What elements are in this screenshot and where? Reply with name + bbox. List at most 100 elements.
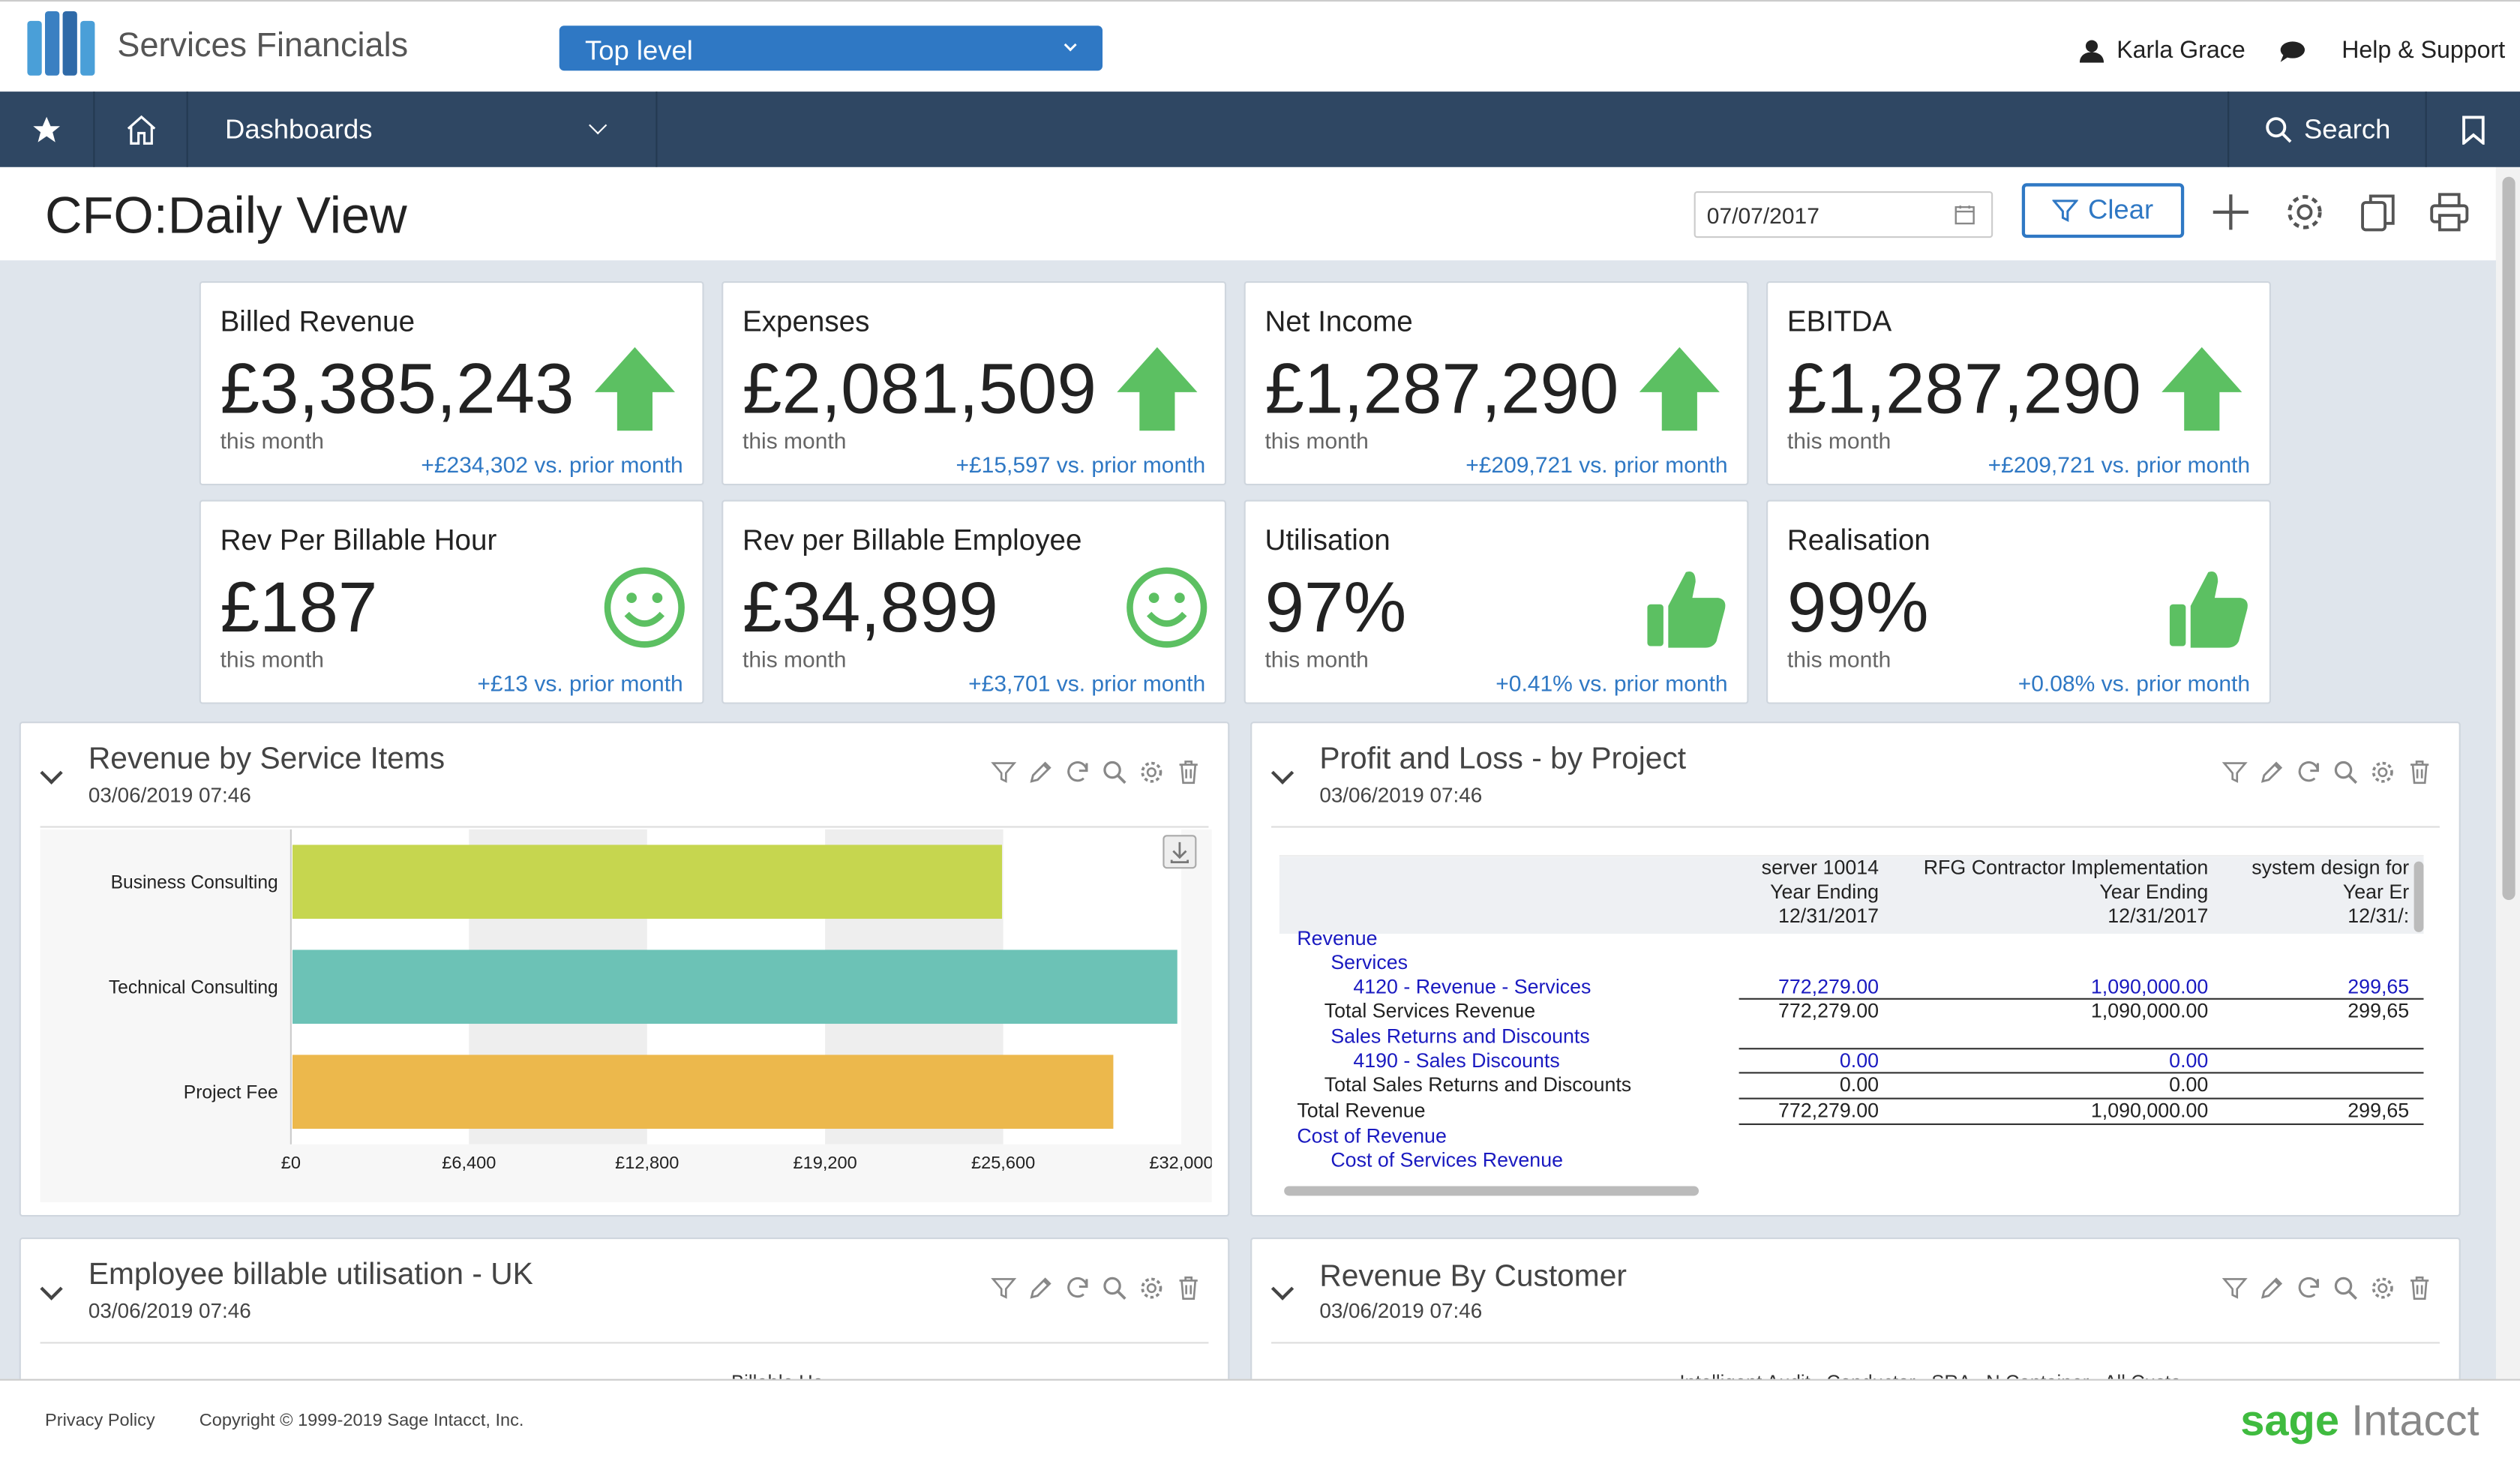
column-header-line: RFG Contractor Implementation (1923, 856, 2209, 880)
arrow-up-icon (1628, 344, 1731, 434)
refresh-icon[interactable] (2295, 1274, 2322, 1301)
date-input[interactable]: 07/07/2017 (1694, 191, 1994, 238)
page-header: CFO:Daily View 07/07/2017 Clear (0, 166, 2496, 261)
pnl-cell: 772,279.00 (1778, 999, 1880, 1022)
gear-icon[interactable] (1138, 758, 1165, 785)
kpi-card[interactable]: Realisation 99% this month +0.08% vs. prior… (1766, 500, 2271, 704)
filter-icon (2052, 200, 2079, 223)
refresh-icon[interactable] (2295, 758, 2322, 785)
edit-icon[interactable] (1027, 1274, 1054, 1301)
gear-icon[interactable] (2369, 1274, 2396, 1301)
search-button[interactable]: Search (2228, 92, 2427, 167)
filter-icon[interactable] (990, 758, 1017, 785)
search-icon[interactable] (1101, 758, 1128, 785)
kpi-comparison: +£3,701 vs. prior month (968, 670, 1206, 696)
panel-title: Revenue By Customer (1319, 1260, 1627, 1294)
pnl-cell[interactable]: 0.00 (1839, 1049, 1880, 1072)
user-name: Karla Grace (2116, 37, 2246, 64)
kpi-period: this month (220, 428, 324, 454)
kpi-label: Rev Per Billable Hour (220, 524, 497, 556)
bar-project-fee[interactable] (292, 1054, 1114, 1130)
pnl-row-label[interactable]: 4120 - Revenue - Services (1353, 975, 1592, 998)
collapse-icon[interactable] (40, 761, 63, 784)
pnl-row-label[interactable]: Sales Returns and Discounts (1330, 1025, 1590, 1048)
bookmark-button[interactable] (2427, 92, 2520, 167)
pnl-horizontal-scrollbar[interactable] (1284, 1186, 1700, 1196)
help-support-link[interactable]: Help & Support (2279, 37, 2505, 64)
pnl-row-label[interactable]: Cost of Revenue (1297, 1125, 1447, 1148)
pnl-cell[interactable]: 772,279.00 (1778, 975, 1880, 998)
user-menu[interactable]: Karla Grace (2079, 37, 2246, 64)
chevron-down-icon (1064, 38, 1077, 52)
trash-icon[interactable] (1174, 758, 1202, 785)
search-icon[interactable] (2332, 758, 2359, 785)
copy-icon[interactable] (2356, 190, 2401, 235)
refresh-icon[interactable] (1064, 758, 1091, 785)
total-rule (1738, 1123, 2424, 1126)
kpi-card[interactable]: EBITDA £1,287,290 this month +£209,721 vs. … (1766, 281, 2271, 486)
privacy-policy-link[interactable]: Privacy Policy (45, 1411, 155, 1431)
filter-icon[interactable] (2221, 1274, 2248, 1301)
pnl-row-label[interactable]: Cost of Services Revenue (1330, 1149, 1564, 1172)
gear-icon[interactable] (2369, 758, 2396, 785)
total-rule (1738, 1048, 2424, 1050)
bar-business-consulting[interactable] (292, 844, 1003, 920)
pnl-row-label[interactable]: Revenue (1297, 927, 1378, 950)
kpi-card[interactable]: Billed Revenue £3,385,243 this month +£234,… (199, 281, 704, 486)
app-logo[interactable] (27, 11, 98, 76)
filter-icon[interactable] (2221, 758, 2248, 785)
copyright-text: Copyright © 1999-2019 Sage Intacct, Inc. (199, 1411, 524, 1431)
pnl-table: server 10014 Year Ending 12/31/2017 RFG Con… (1279, 855, 2424, 1202)
calendar-icon[interactable] (1954, 204, 1976, 225)
bar-technical-consulting[interactable] (292, 950, 1178, 1024)
search-icon[interactable] (2332, 1274, 2359, 1301)
kpi-card[interactable]: Rev per Billable Employee £34,899 this mon… (722, 500, 1227, 704)
download-icon[interactable] (1162, 835, 1197, 869)
kpi-period: this month (1264, 646, 1369, 672)
category-label: Project Fee (184, 1082, 278, 1102)
column-header-line: server 10014 (1761, 856, 1880, 880)
add-icon[interactable] (2208, 190, 2253, 235)
footer: Privacy Policy Copyright © 1999-2019 Sag… (0, 1378, 2520, 1458)
print-icon[interactable] (2427, 190, 2472, 235)
entity-selector[interactable]: Top level (559, 26, 1103, 71)
pnl-row-label[interactable]: 4190 - Sales Discounts (1353, 1049, 1560, 1072)
favorites-button[interactable] (0, 92, 95, 167)
clear-filter-button[interactable]: Clear (2021, 183, 2185, 238)
dashboards-menu[interactable]: Dashboards (188, 92, 658, 167)
pnl-cell[interactable]: 0.00 (2169, 1049, 2209, 1072)
panel-tools (990, 758, 1202, 785)
edit-icon[interactable] (2258, 758, 2285, 785)
collapse-icon[interactable] (1270, 1277, 1294, 1300)
gear-icon[interactable] (2282, 190, 2327, 235)
pnl-vertical-scrollbar[interactable] (2414, 861, 2424, 932)
divider (1271, 826, 2440, 828)
home-button[interactable] (94, 92, 188, 167)
gear-icon[interactable] (1138, 1274, 1165, 1301)
kpi-card[interactable]: Rev Per Billable Hour £187 this month +£13 … (199, 500, 704, 704)
refresh-icon[interactable] (1064, 1274, 1091, 1301)
pnl-cell[interactable]: 1,090,000.00 (2090, 975, 2209, 998)
trash-icon[interactable] (1174, 1274, 1202, 1301)
filter-icon[interactable] (990, 1274, 1017, 1301)
chevron-down-icon (589, 116, 608, 135)
kpi-card[interactable]: Net Income £1,287,290 this month +£209,721 … (1244, 281, 1749, 486)
pnl-cell: 0.00 (2169, 1073, 2209, 1096)
pnl-row-label: Total Revenue (1297, 1099, 1426, 1122)
kpi-card[interactable]: Expenses £2,081,509 this month +£15,597 vs.… (722, 281, 1227, 486)
panel-date: 03/06/2019 07:46 (88, 1298, 251, 1323)
search-label: Search (2303, 113, 2391, 144)
edit-icon[interactable] (2258, 1274, 2285, 1301)
collapse-icon[interactable] (40, 1277, 63, 1300)
search-icon[interactable] (1101, 1274, 1128, 1301)
page-scrollbar-thumb[interactable] (2502, 176, 2516, 901)
collapse-icon[interactable] (1270, 761, 1294, 784)
edit-icon[interactable] (1027, 758, 1054, 785)
kpi-card[interactable]: Utilisation 97% this month +0.41% vs. prior… (1244, 500, 1749, 704)
trash-icon[interactable] (2406, 758, 2433, 785)
user-icon (2079, 40, 2104, 63)
trash-icon[interactable] (2406, 1274, 2433, 1301)
pnl-row-label[interactable]: Services (1330, 951, 1408, 974)
employee-utilisation-panel: Employee billable utilisation - UK 03/06… (19, 1238, 1230, 1399)
pnl-cell[interactable]: 299,65 (2348, 975, 2410, 998)
